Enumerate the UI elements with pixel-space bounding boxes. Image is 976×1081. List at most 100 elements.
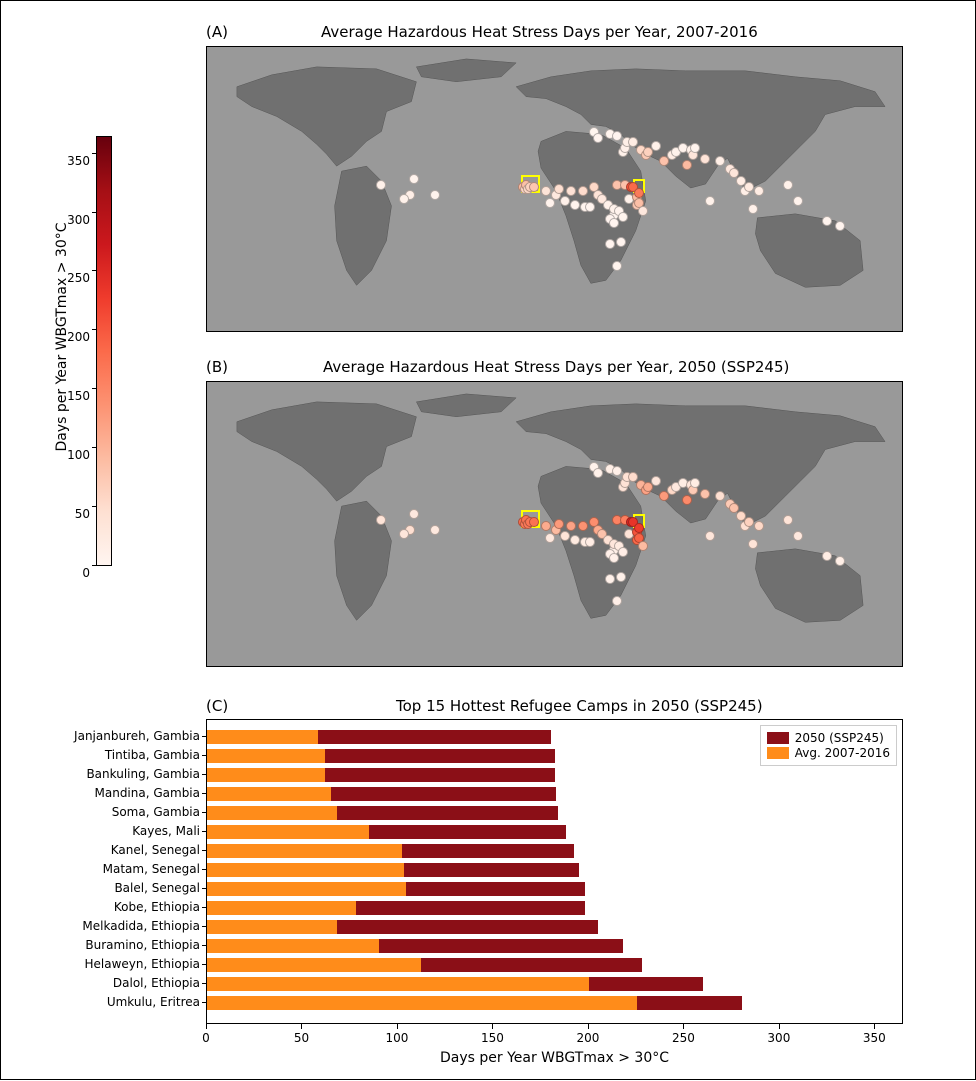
camp-label: Kobe, Ethiopia <box>114 900 200 914</box>
camp-point <box>399 194 409 204</box>
colorbar-tick: 300 <box>67 213 90 227</box>
camp-label: Mandina, Gambia <box>95 786 201 800</box>
legend-label: Avg. 2007-2016 <box>795 746 890 760</box>
camp-label: Helaweyn, Ethiopia <box>85 957 201 971</box>
bar-avg <box>207 882 406 896</box>
colorbar-tick: 350 <box>67 154 90 168</box>
camp-point <box>409 509 419 519</box>
camp-label: Umkulu, Eritrea <box>107 995 200 1009</box>
legend-label: 2050 (SSP245) <box>795 731 884 745</box>
bar-avg <box>207 939 379 953</box>
camp-point <box>399 529 409 539</box>
legend-item: 2050 (SSP245) <box>767 731 890 745</box>
camp-point <box>616 572 626 582</box>
camp-point <box>560 196 570 206</box>
x-tick: 200 <box>576 1031 599 1045</box>
camp-point <box>748 204 758 214</box>
camp-point <box>638 206 648 216</box>
camp-point <box>612 261 622 271</box>
camp-label: Tintiba, Gambia <box>105 748 200 762</box>
camp-point <box>529 517 539 527</box>
figure-root: (A) Average Hazardous Heat Stress Days p… <box>1 1 976 1081</box>
camp-point <box>628 137 638 147</box>
camp-label: Melkadida, Ethiopia <box>82 919 200 933</box>
camp-point <box>430 525 440 535</box>
bar-avg <box>207 996 637 1010</box>
bar-avg <box>207 901 356 915</box>
panel-c-tag: (C) <box>206 697 228 715</box>
camp-point <box>566 186 576 196</box>
camp-point <box>638 541 648 551</box>
x-tick: 350 <box>863 1031 886 1045</box>
camp-label: Soma, Gambia <box>112 805 200 819</box>
panel-b-title: Average Hazardous Heat Stress Days per Y… <box>323 358 789 376</box>
panel-b-tag: (B) <box>206 358 228 376</box>
colorbar-tick: 50 <box>75 507 90 521</box>
camp-point <box>376 515 386 525</box>
camp-point <box>616 237 626 247</box>
bar-avg <box>207 863 404 877</box>
camp-point <box>609 218 619 228</box>
bar-legend: 2050 (SSP245)Avg. 2007-2016 <box>760 725 897 766</box>
camp-point <box>822 216 832 226</box>
bar-avg <box>207 806 337 820</box>
camp-point <box>835 221 845 231</box>
x-tick: 100 <box>386 1031 409 1045</box>
camp-label: Dalol, Ethiopia <box>113 976 200 990</box>
camp-point <box>690 478 700 488</box>
camp-point <box>605 239 615 249</box>
x-tick: 300 <box>767 1031 790 1045</box>
camp-point <box>748 539 758 549</box>
bar-avg <box>207 825 369 839</box>
x-tick: 50 <box>294 1031 309 1045</box>
panel-c-title: Top 15 Hottest Refugee Camps in 2050 (SS… <box>396 697 763 715</box>
legend-item: Avg. 2007-2016 <box>767 746 890 760</box>
camp-point <box>560 531 570 541</box>
x-tick: 150 <box>481 1031 504 1045</box>
camp-point <box>593 468 603 478</box>
bar-avg <box>207 977 589 991</box>
camp-point <box>570 535 580 545</box>
camp-point <box>700 489 710 499</box>
camp-point <box>409 174 419 184</box>
camp-point <box>744 182 754 192</box>
camp-point <box>715 491 725 501</box>
camp-label: Buramino, Ethiopia <box>85 938 200 952</box>
colorbar-tick: 150 <box>67 389 90 403</box>
camp-label: Janjanbureh, Gambia <box>74 729 200 743</box>
colorbar: Days per Year WBGTmax > 30°C 05010015020… <box>96 136 112 566</box>
camp-point <box>754 521 764 531</box>
x-tick: 0 <box>202 1031 210 1045</box>
camp-point <box>618 547 628 557</box>
camp-point <box>593 133 603 143</box>
camp-point <box>690 143 700 153</box>
camp-label: Bankuling, Gambia <box>86 767 200 781</box>
camp-label: Balel, Senegal <box>114 881 200 895</box>
bar-avg <box>207 730 318 744</box>
x-tick: 250 <box>672 1031 695 1045</box>
panel-a-tag: (A) <box>206 23 228 41</box>
camp-point <box>835 556 845 566</box>
camp-point <box>651 141 661 151</box>
camp-label: Kanel, Senegal <box>111 843 200 857</box>
camp-point <box>541 186 551 196</box>
map-panel-a <box>206 46 903 332</box>
camp-point <box>715 156 725 166</box>
colorbar-tick: 250 <box>67 271 90 285</box>
camp-point <box>682 160 692 170</box>
camp-point <box>651 476 661 486</box>
camp-point <box>682 495 692 505</box>
bar-avg <box>207 958 421 972</box>
camp-point <box>578 186 588 196</box>
camp-point <box>628 472 638 482</box>
colorbar-tick: 200 <box>67 330 90 344</box>
camp-point <box>376 180 386 190</box>
camp-point <box>554 184 564 194</box>
camp-point <box>793 531 803 541</box>
bar-avg <box>207 787 331 801</box>
legend-swatch <box>767 747 789 759</box>
camp-point <box>566 521 576 531</box>
legend-swatch <box>767 732 789 744</box>
camp-point <box>609 553 619 563</box>
camp-point <box>783 180 793 190</box>
